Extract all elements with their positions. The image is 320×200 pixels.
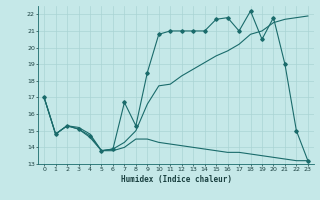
X-axis label: Humidex (Indice chaleur): Humidex (Indice chaleur) — [121, 175, 231, 184]
